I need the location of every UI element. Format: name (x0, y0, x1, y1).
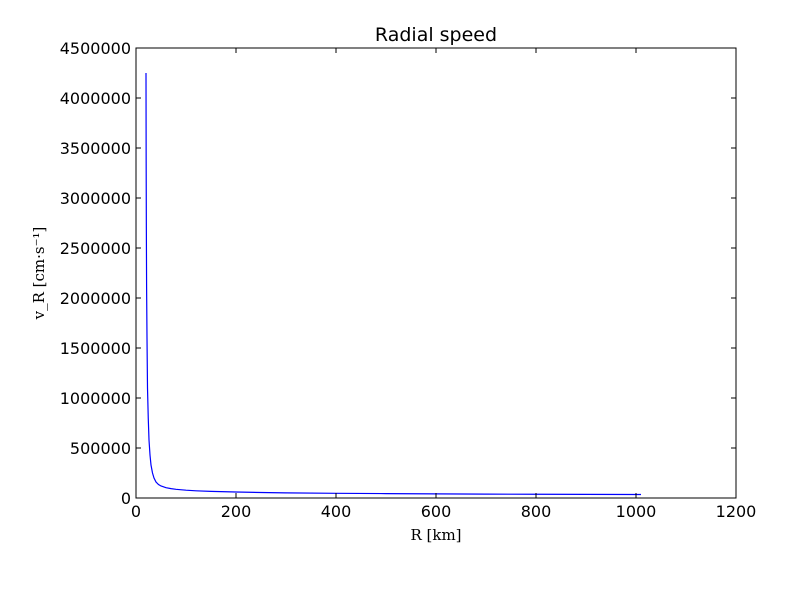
x-axis: 0 200 400 600 800 1000 1200 (131, 48, 756, 521)
y-tick-label-3: 1500000 (60, 339, 131, 358)
x-axis-label: R [km] (410, 526, 461, 544)
y-tick-label-1: 500000 (70, 439, 131, 458)
chart-title: Radial speed (375, 24, 497, 46)
plot-series (145, 72, 642, 496)
plot-frame (135, 47, 737, 499)
x-tick-label-5: 1000 (616, 502, 657, 521)
series-line-0 (145, 72, 642, 496)
y-tick-label-4: 2000000 (60, 289, 131, 308)
y-axis: 0 500000 1000000 1500000 2000000 2500000 30000… (60, 39, 736, 508)
y-tick-label-2: 1000000 (60, 389, 131, 408)
y-tick-label-6: 3000000 (60, 189, 131, 208)
y-tick-label-7: 3500000 (60, 139, 131, 158)
x-tick-label-6: 1200 (716, 502, 757, 521)
y-axis-label: v_R [cm·s⁻¹] (30, 227, 48, 321)
x-tick-label-0: 0 (131, 502, 141, 521)
y-tick-label-5: 2500000 (60, 239, 131, 258)
y-tick-label-9: 4500000 (60, 39, 131, 58)
x-tick-label-1: 200 (221, 502, 252, 521)
y-tick-label-0: 0 (121, 489, 131, 508)
x-tick-label-4: 800 (521, 502, 552, 521)
x-tick-label-3: 600 (421, 502, 452, 521)
x-tick-label-2: 400 (321, 502, 352, 521)
y-tick-label-8: 4000000 (60, 89, 131, 108)
